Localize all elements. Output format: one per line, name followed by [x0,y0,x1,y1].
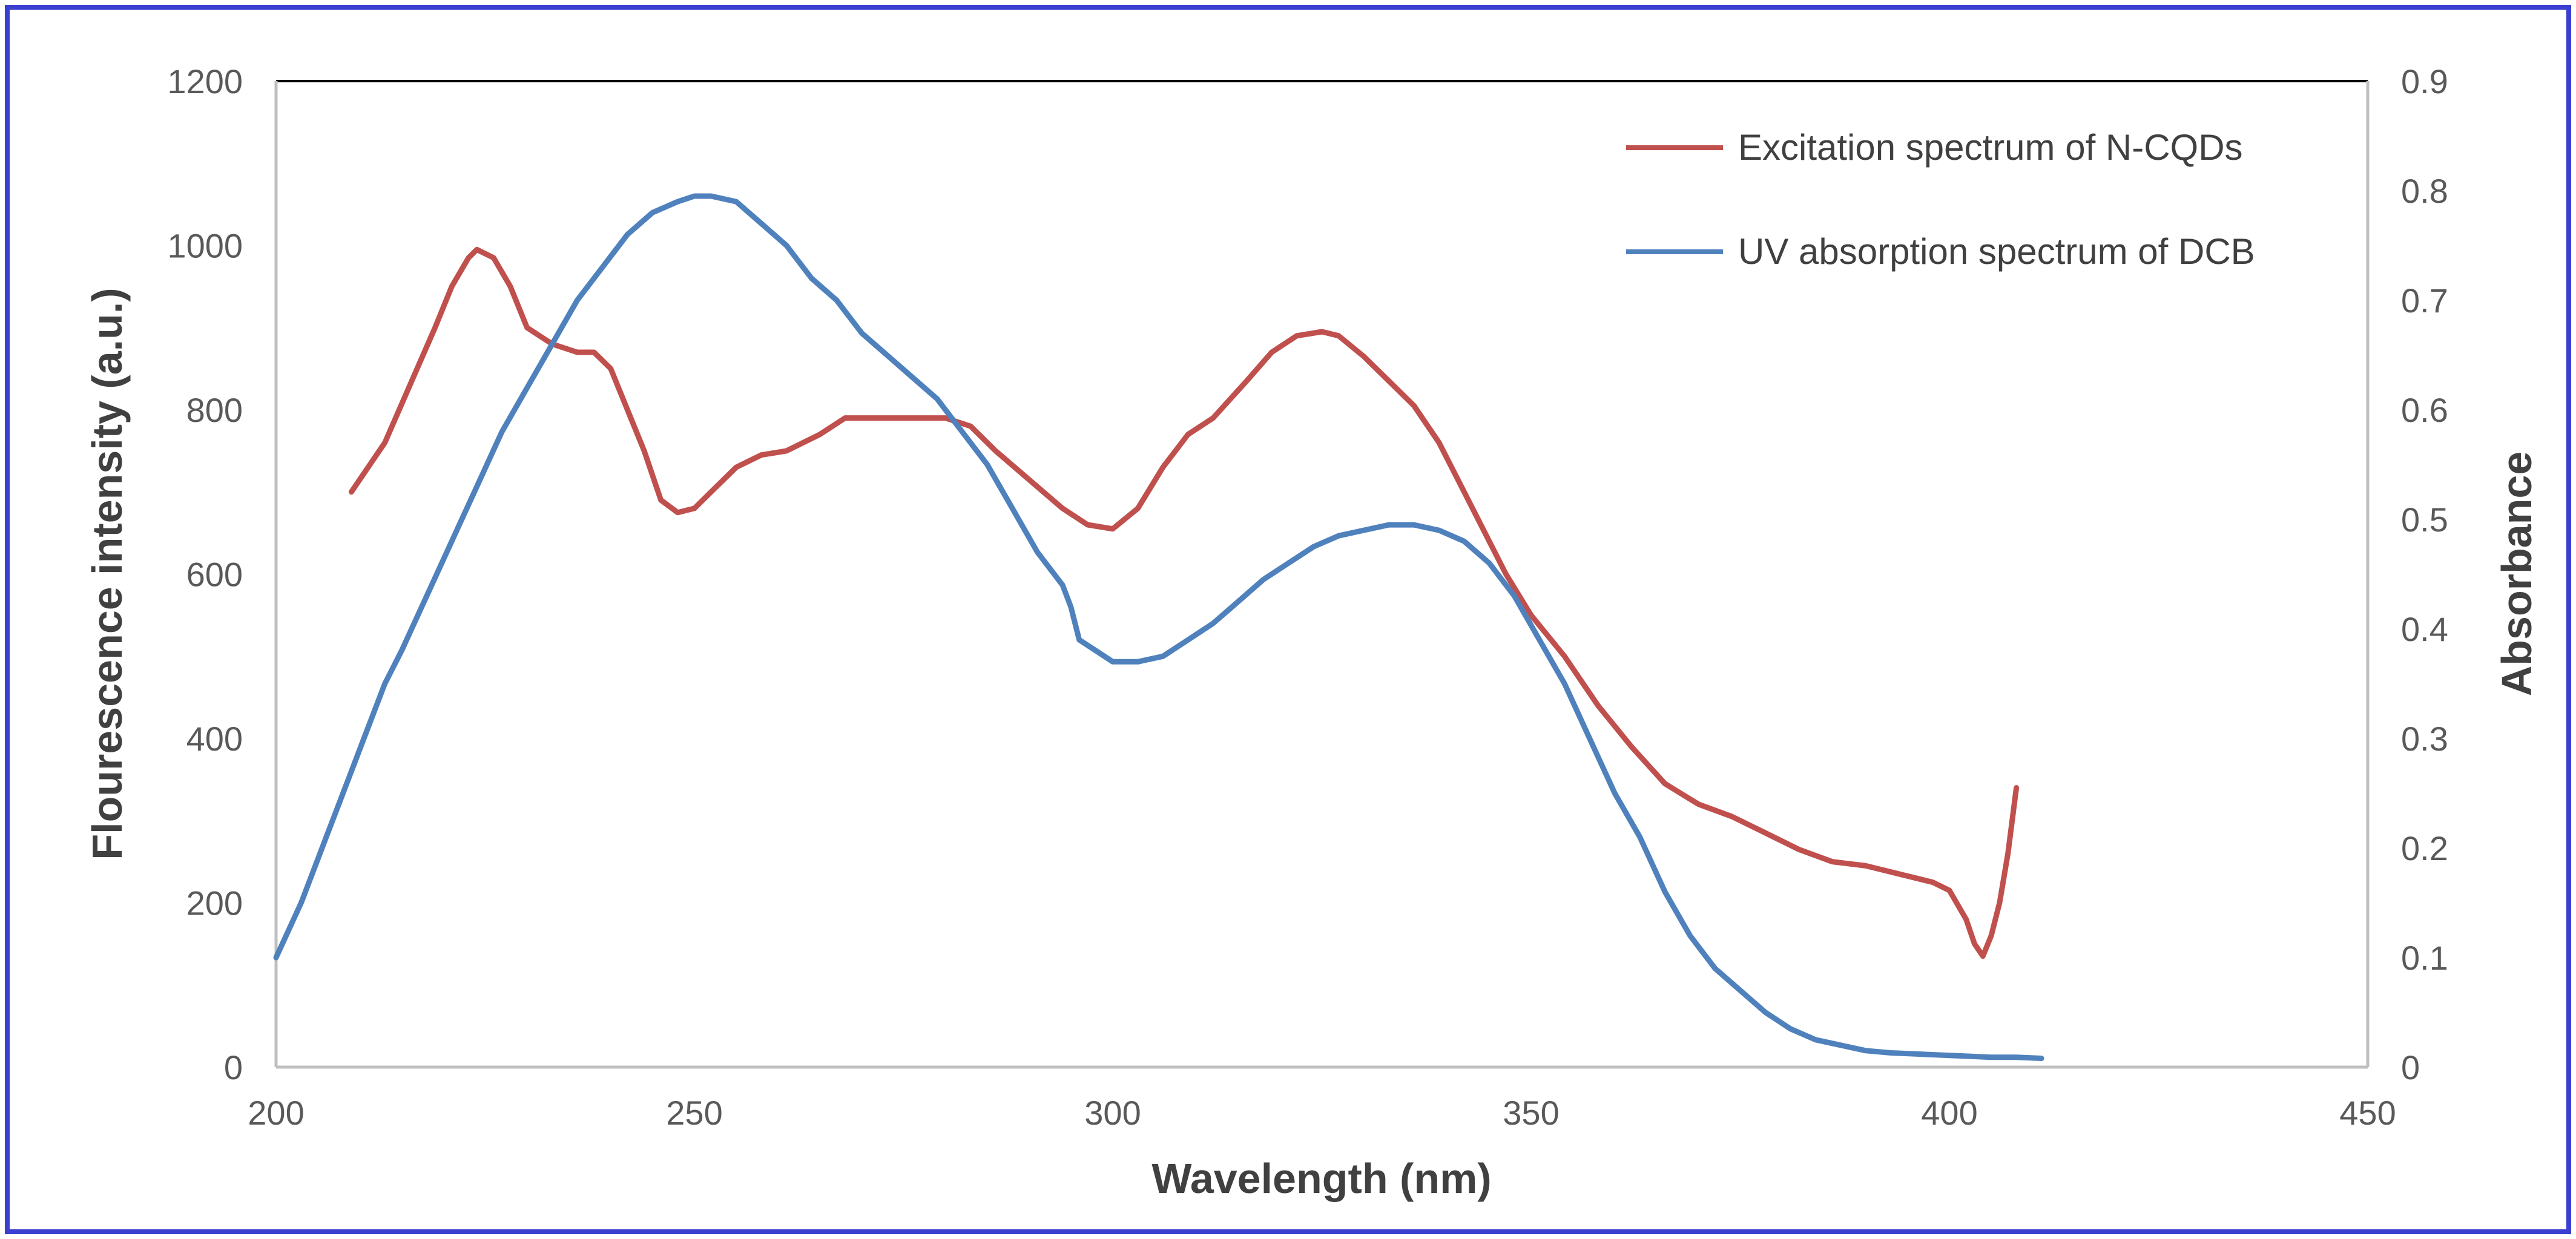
chart: 200 250 300 350 400 450 020040060080010001200… [84,62,2540,1202]
legend-label-excitation: Excitation spectrum of N-CQDs [1738,127,2243,168]
y2-tick-labels: 0 0.1 0.2 0.3 0.4 0.5 0.6 0.7 0.8 0.9 [2401,62,2448,1086]
y2-axis-title: Absorbance [2493,452,2540,697]
x-tick-label: 250 [666,1094,722,1132]
figure-frame: 200 250 300 350 400 450 0 200 400 600 800 1000 1200… [5,5,2571,1234]
y2-tick-label: 0.6 [2401,391,2448,429]
y-axis-title: Flourescence intensity (a.u.) [84,288,131,859]
y-tick-label: 800 [186,391,243,429]
series-line-excitation [348,246,2020,959]
series-line-uv-absorption [273,193,2044,1061]
y2-tick-label: 0.7 [2401,281,2448,320]
y-tick-label: 600 [186,556,243,594]
y-tick-label: 200 [186,884,243,922]
x-tick-label: 300 [1084,1094,1141,1132]
legend: Excitation spectrum of N-CQDs UV absorpt… [1626,127,2255,272]
y2-tick-label: 0.2 [2401,829,2448,867]
series-layer [273,193,2044,1061]
legend-label-uv-absorption: UV absorption spectrum of DCB [1738,231,2255,272]
y2-tick-label: 0.5 [2401,501,2448,539]
x-tick-label: 450 [2339,1094,2396,1132]
x-tick-label: 200 [248,1094,304,1132]
y-tick-label: 1000 [167,227,243,265]
x-axis-title: Wavelength (nm) [1151,1155,1491,1202]
y2-tick-label: 0.1 [2401,939,2448,977]
x-tick-label: 400 [1921,1094,1977,1132]
y-tick-label: 400 [186,720,243,758]
y2-tick-label: 0.3 [2401,720,2448,758]
y2-tick-label: 0.4 [2401,610,2448,648]
y2-tick-label: 0.8 [2401,172,2448,210]
y-tick-label: 1200 [167,62,243,100]
x-tick-label: 350 [1503,1094,1559,1132]
y-tick-label: 0 [224,1048,243,1086]
y2-tick-label: 0 [2401,1048,2420,1086]
y2-tick-label: 0.9 [2401,62,2448,100]
x-tick-labels: 200 250 300 350 400 450 [248,1094,2396,1132]
y-tick-labels: 0 200 400 600 800 1000 1200 [167,62,243,1086]
